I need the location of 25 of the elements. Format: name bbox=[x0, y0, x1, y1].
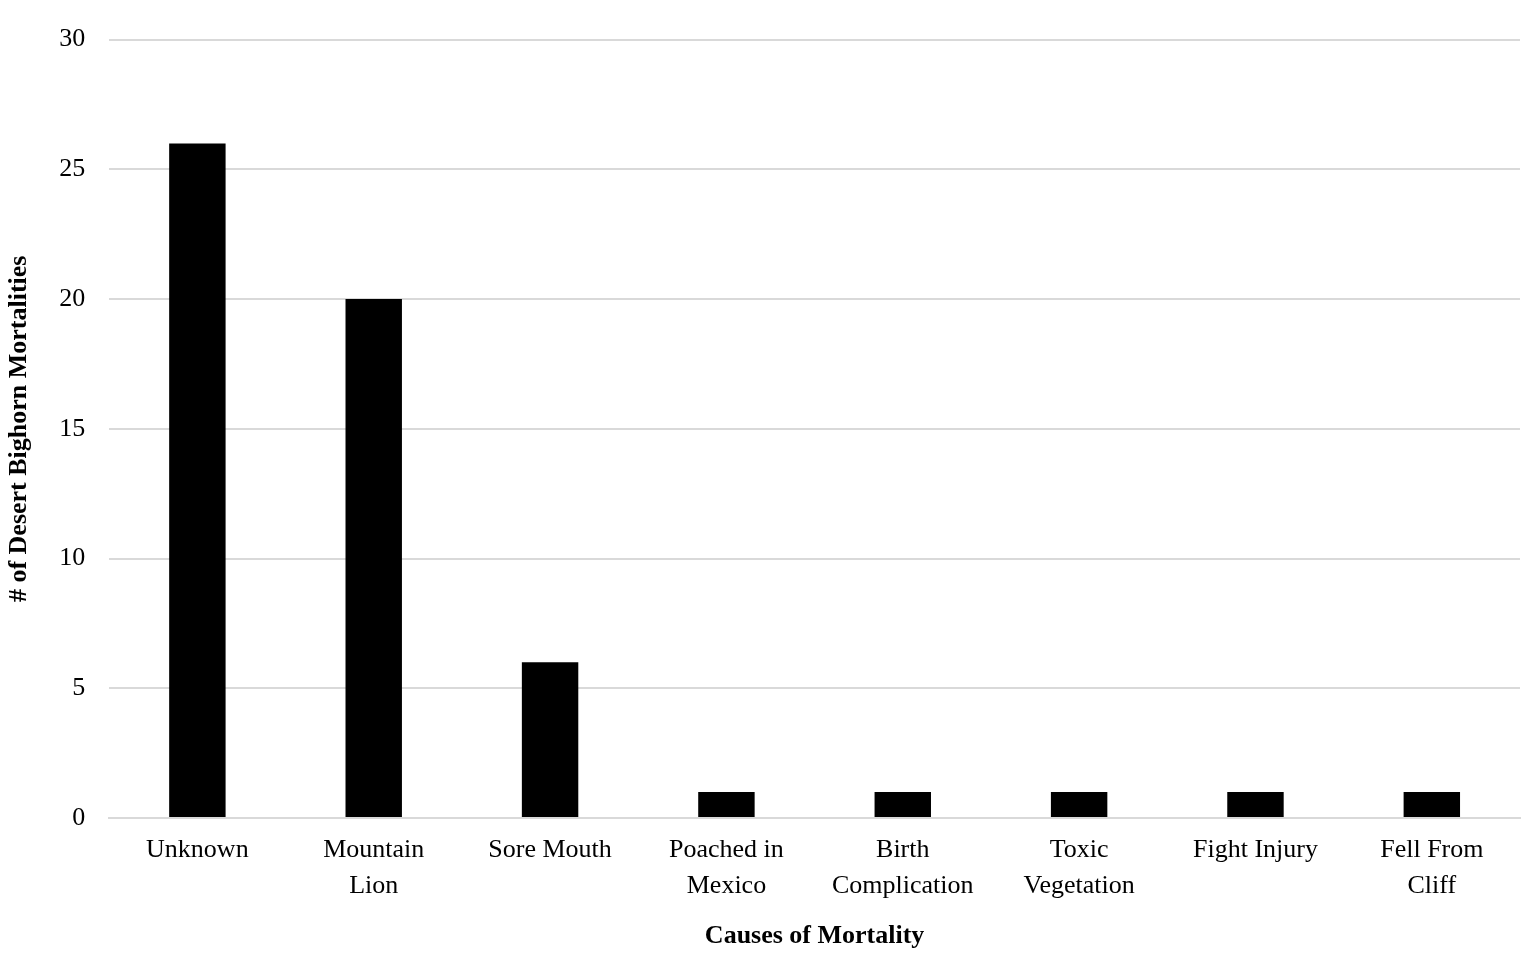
bar bbox=[1050, 792, 1108, 817]
x-tick-label: Mountain Lion bbox=[323, 834, 425, 900]
y-tick-label: 10 bbox=[59, 542, 86, 572]
x-tick-label: Birth Complication bbox=[832, 834, 974, 900]
y-tick-label: 30 bbox=[59, 23, 86, 53]
y-tick-label: 25 bbox=[59, 153, 86, 183]
x-tick-label: Sore Mouth bbox=[488, 834, 612, 864]
bar bbox=[521, 662, 579, 817]
x-tick-label: Unknown bbox=[146, 834, 249, 864]
x-axis-title: Causes of Mortality bbox=[704, 920, 925, 950]
y-tick-label: 0 bbox=[72, 801, 86, 831]
bar bbox=[698, 792, 755, 817]
y-axis-title: # of Desert Bighorn Mortalities bbox=[3, 255, 33, 603]
bar bbox=[345, 299, 402, 817]
bar bbox=[1403, 792, 1461, 817]
x-tick-label: Poached in Mexico bbox=[669, 834, 784, 900]
y-tick-label: 20 bbox=[59, 282, 86, 312]
y-tick-label: 15 bbox=[59, 412, 86, 442]
y-tick-label: 5 bbox=[72, 672, 86, 702]
bar bbox=[169, 143, 226, 817]
x-tick-label: Fell From Cliff bbox=[1380, 834, 1484, 900]
x-tick-label: Fight Injury bbox=[1193, 834, 1318, 864]
bar bbox=[1227, 792, 1284, 817]
x-tick-label: Toxic Vegetation bbox=[1023, 834, 1135, 900]
bar bbox=[874, 792, 931, 817]
